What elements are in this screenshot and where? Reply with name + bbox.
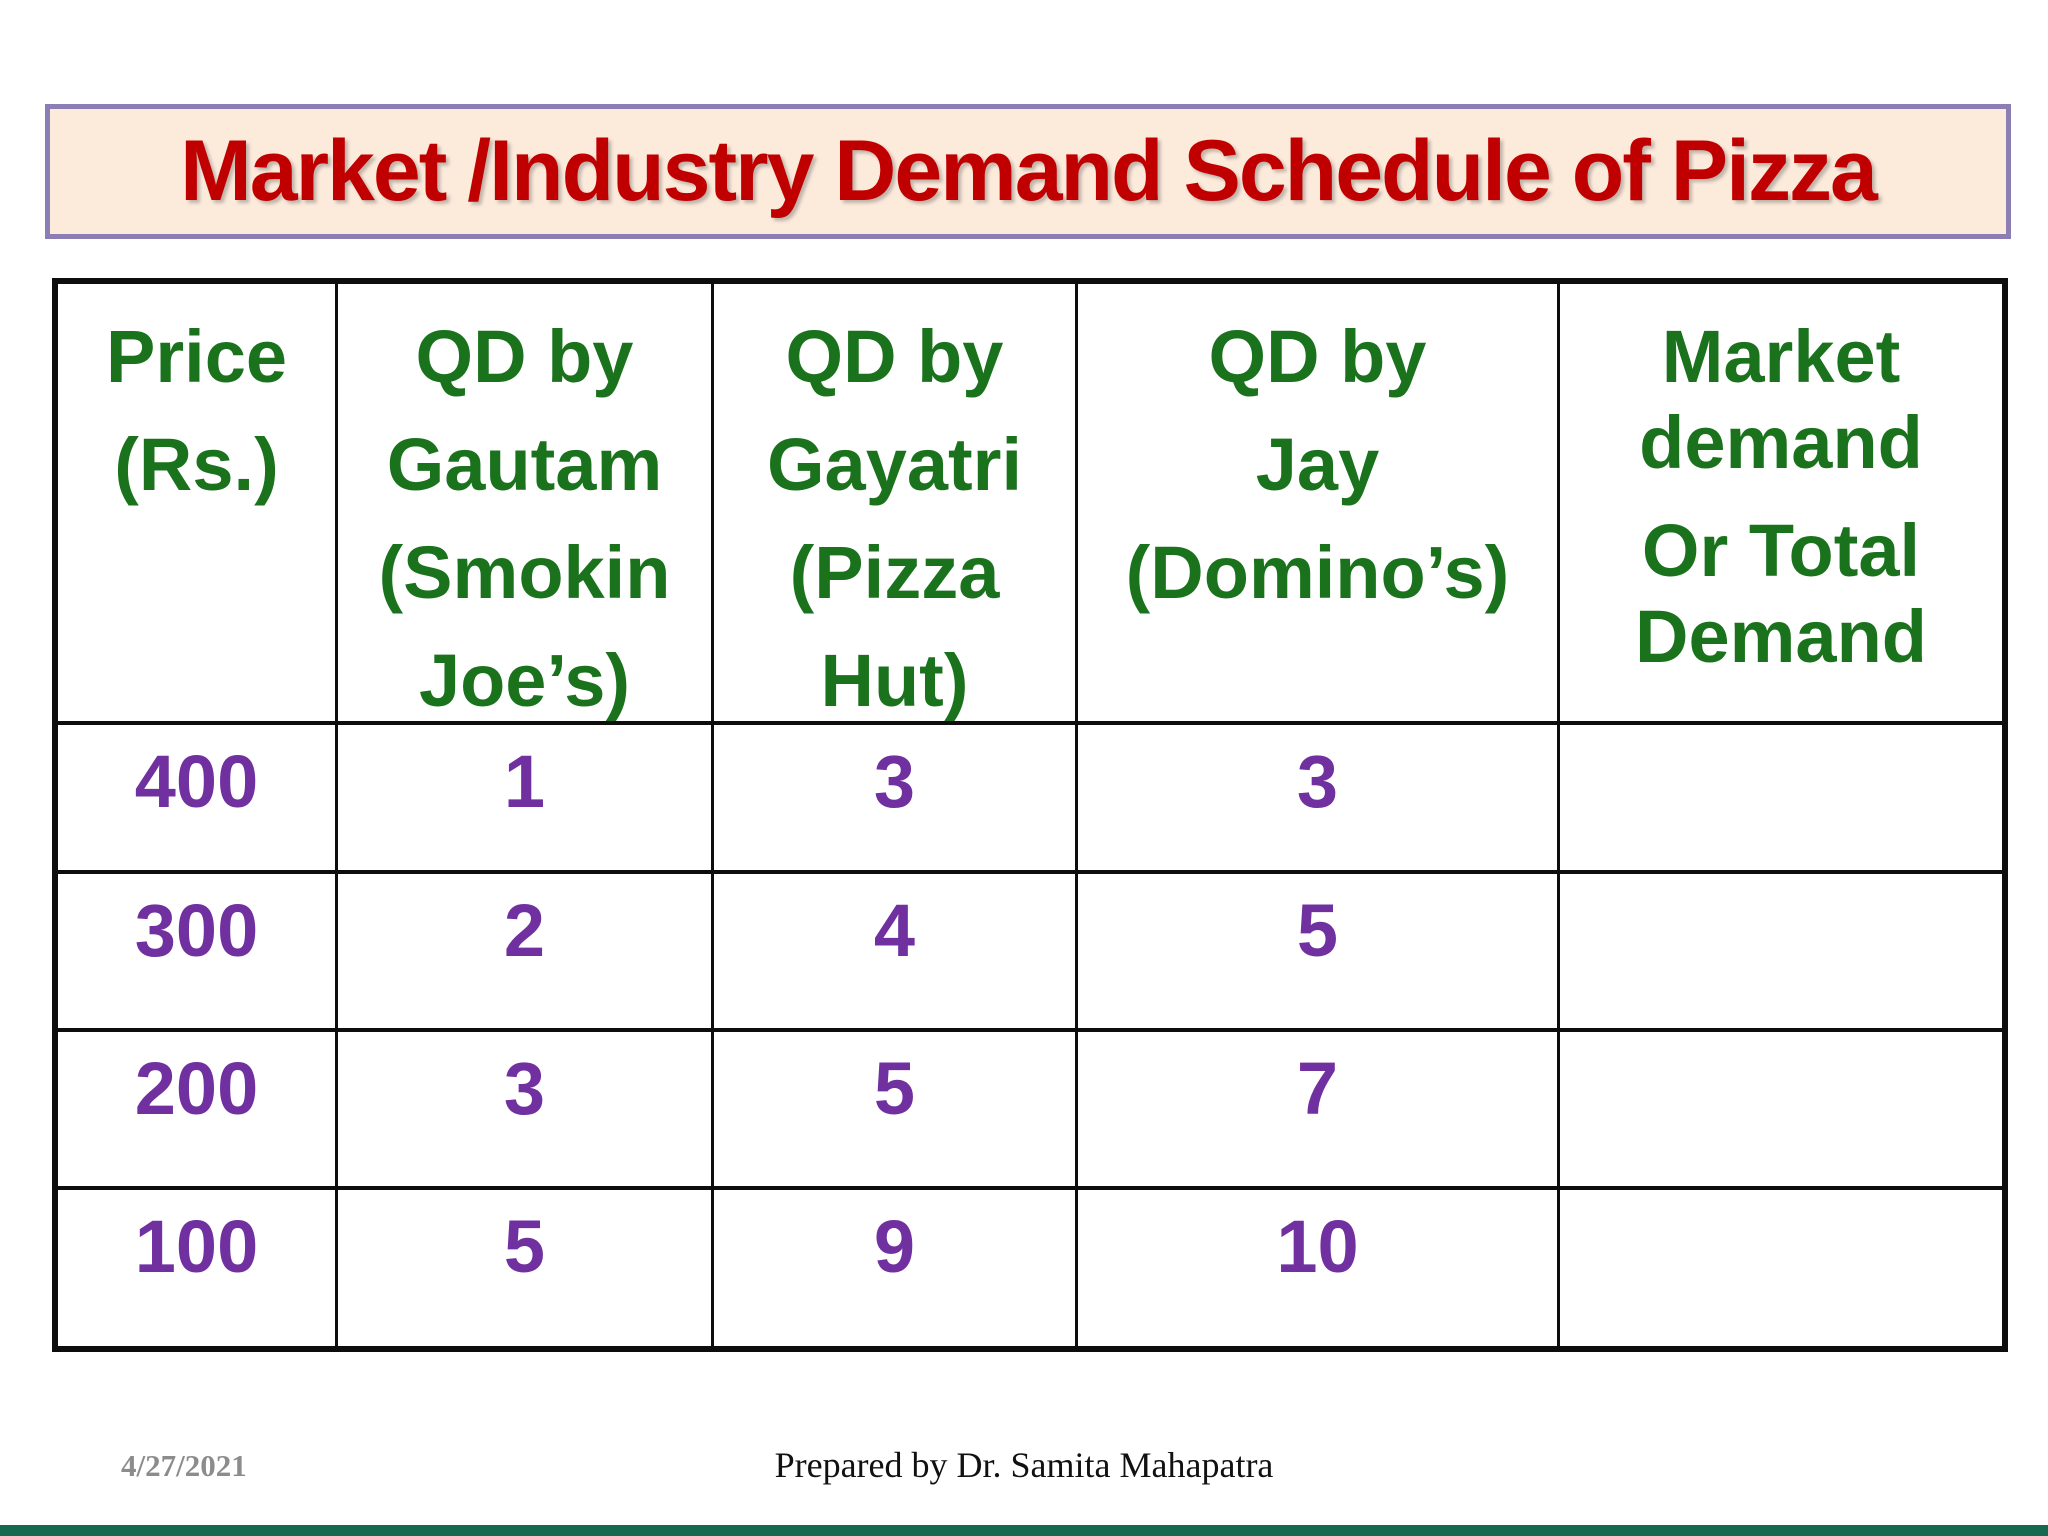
quantity-cell	[1560, 1190, 2002, 1346]
column-header-market: Market demand Or Total Demand	[1560, 284, 2002, 725]
quantity-cell: 5	[714, 1032, 1078, 1190]
column-header-jay: QD by Jay (Domino’s)	[1078, 284, 1560, 725]
quantity-cell	[1560, 725, 2002, 874]
header-line: QD by	[415, 315, 634, 398]
price-cell: 300	[58, 874, 338, 1032]
demand-schedule-table: Price (Rs.) QD by Gautam (Smokin Joe’s) QD by G…	[52, 278, 2008, 1352]
header-line: Joe’s)	[418, 639, 631, 722]
column-header-gayatri: QD by Gayatri (Pizza Hut)	[714, 284, 1078, 725]
quantity-cell	[1560, 1032, 2002, 1190]
quantity-cell: 3	[338, 1032, 714, 1190]
quantity-cell: 5	[338, 1190, 714, 1346]
header-line: Price	[105, 315, 288, 398]
quantity-cell: 10	[1078, 1190, 1560, 1346]
header-line: (Rs.)	[114, 423, 279, 506]
header-line: Gayatri	[766, 423, 1023, 506]
header-line: QD by	[785, 315, 1004, 398]
header-line: Hut)	[820, 639, 969, 722]
header-line: (Smokin	[378, 531, 671, 614]
header-line: Or Total	[1641, 509, 1921, 592]
quantity-cell: 3	[714, 725, 1078, 874]
quantity-cell: 2	[338, 874, 714, 1032]
page-title: Market /Industry Demand Schedule of Pizz…	[180, 123, 1878, 219]
header-line: Demand	[1635, 595, 1927, 678]
bottom-edge-bar	[0, 1525, 2048, 1536]
header-line: Jay	[1255, 423, 1380, 506]
quantity-cell: 3	[1078, 725, 1560, 874]
quantity-cell	[1560, 874, 2002, 1032]
header-line: Gautam	[386, 423, 663, 506]
title-box: Market /Industry Demand Schedule of Pizz…	[45, 104, 2011, 239]
header-line: Market	[1661, 315, 1901, 398]
slide-date: 4/27/2021	[121, 1448, 247, 1483]
column-header-gautam: QD by Gautam (Smokin Joe’s)	[338, 284, 714, 725]
header-line: demand	[1639, 401, 1923, 484]
header-line: (Domino’s)	[1125, 531, 1510, 614]
price-cell: 200	[58, 1032, 338, 1190]
quantity-cell: 4	[714, 874, 1078, 1032]
column-header-price: Price (Rs.)	[58, 284, 338, 725]
prepared-by-credit: Prepared by Dr. Samita Mahapatra	[774, 1445, 1274, 1485]
quantity-cell: 1	[338, 725, 714, 874]
quantity-cell: 5	[1078, 874, 1560, 1032]
header-line: (Pizza	[789, 531, 1000, 614]
price-cell: 400	[58, 725, 338, 874]
quantity-cell: 9	[714, 1190, 1078, 1346]
header-line: QD by	[1208, 315, 1427, 398]
quantity-cell: 7	[1078, 1032, 1560, 1190]
price-cell: 100	[58, 1190, 338, 1346]
